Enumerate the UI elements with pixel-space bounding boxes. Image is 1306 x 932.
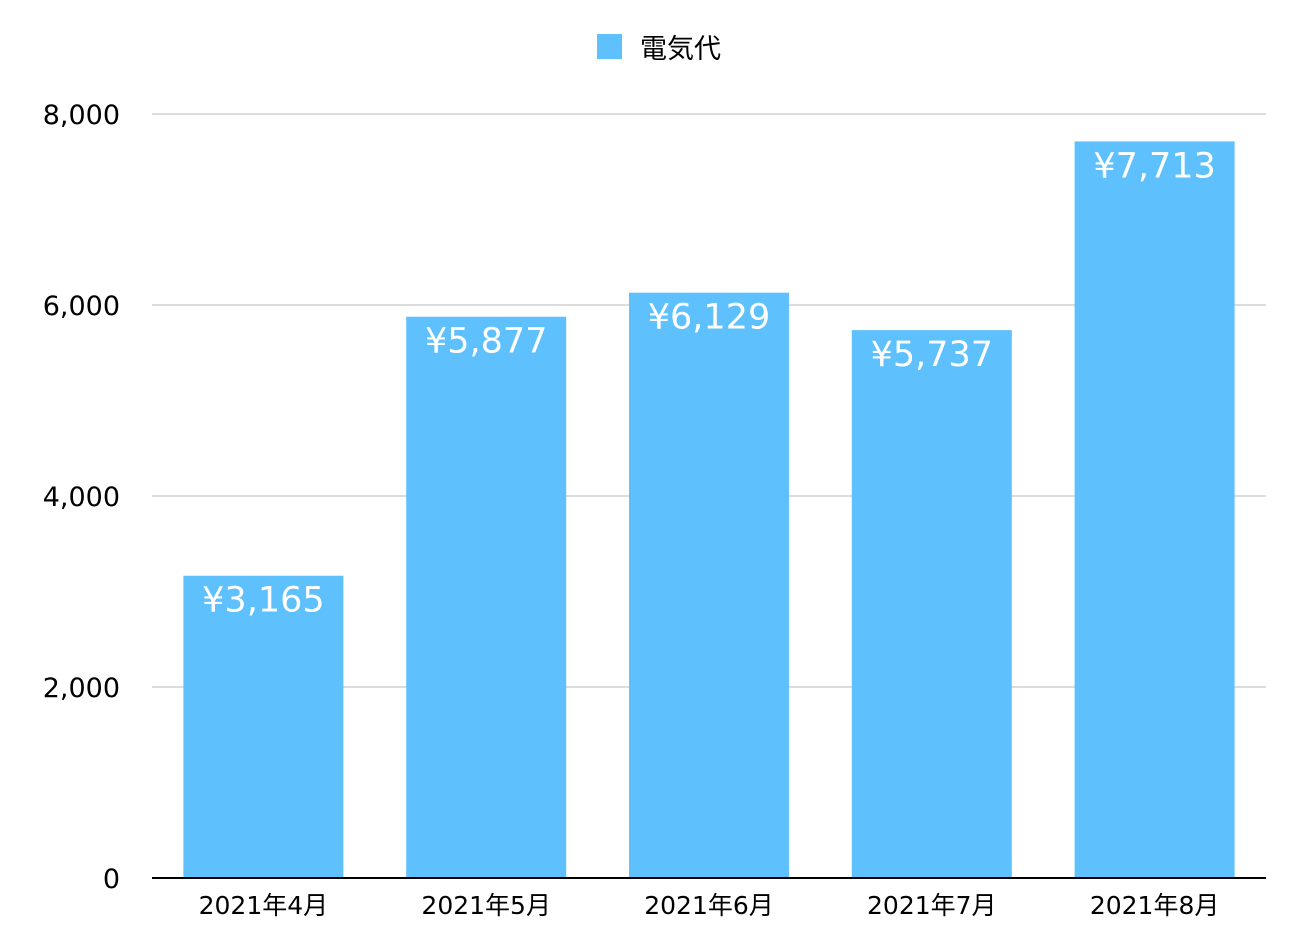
y-tick-label: 0 [103, 864, 120, 895]
legend-label: 電気代 [640, 34, 721, 65]
x-tick-label: 2021年4月 [199, 891, 329, 920]
y-axis: 0 2,000 4,000 6,000 8,000 [43, 100, 120, 895]
y-tick-label: 2,000 [43, 673, 120, 704]
bar [406, 316, 567, 879]
data-labels: ¥3,165 ¥5,877 ¥6,129 ¥5,737 ¥7,713 [202, 146, 1216, 620]
bar [1074, 141, 1235, 878]
bar [851, 330, 1012, 879]
bar-value-label: ¥3,165 [202, 581, 324, 621]
bars [183, 141, 1235, 879]
legend: 電気代 [597, 34, 721, 65]
y-tick-label: 4,000 [43, 482, 120, 513]
y-tick-label: 8,000 [43, 100, 120, 131]
legend-swatch [597, 34, 622, 59]
bar-value-label: ¥5,737 [871, 335, 993, 375]
x-axis: 2021年4月 2021年5月 2021年6月 2021年7月 2021年8月 [152, 877, 1266, 920]
x-tick-label: 2021年5月 [421, 891, 551, 920]
x-tick-label: 2021年8月 [1090, 891, 1220, 920]
x-tick-label: 2021年6月 [644, 891, 774, 920]
y-tick-label: 6,000 [43, 291, 120, 322]
bar-value-label: ¥5,877 [425, 322, 547, 362]
bar [183, 575, 344, 878]
x-tick-label: 2021年7月 [867, 891, 997, 920]
bar-value-label: ¥6,129 [648, 298, 770, 338]
bar-value-label: ¥7,713 [1093, 146, 1215, 186]
bar [629, 292, 789, 878]
